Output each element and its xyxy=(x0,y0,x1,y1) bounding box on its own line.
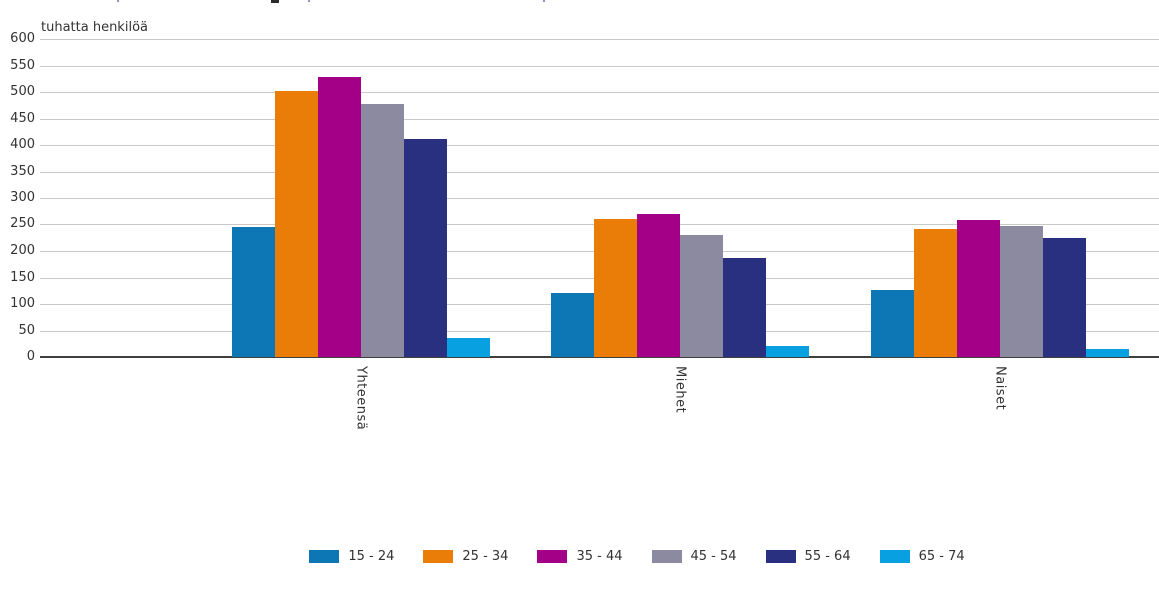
gridline xyxy=(40,66,1159,67)
legend-label: 65 - 74 xyxy=(918,549,965,564)
bar-65-74-yhteensä xyxy=(447,338,490,357)
y-tick-label: 400 xyxy=(10,137,35,152)
y-tick-label: 350 xyxy=(10,164,35,179)
bar-55-64-miehet xyxy=(723,258,766,357)
y-tick-label: 150 xyxy=(10,270,35,285)
cropped-title-fragment xyxy=(117,0,119,2)
gridline xyxy=(40,145,1159,146)
y-tick-label: 450 xyxy=(10,111,35,126)
legend-label: 55 - 64 xyxy=(804,549,851,564)
legend-swatch xyxy=(651,550,682,563)
legend-item: 25 - 34 xyxy=(423,549,508,564)
plot-area xyxy=(40,39,1159,358)
bar-45-54-naiset xyxy=(1000,226,1043,357)
bar-45-54-miehet xyxy=(680,235,723,357)
y-tick-label: 600 xyxy=(10,31,35,46)
bar-15-24-yhteensä xyxy=(232,227,275,357)
gridline xyxy=(40,92,1159,93)
bar-15-24-miehet xyxy=(551,293,594,357)
y-tick-label: 50 xyxy=(18,323,35,338)
legend: 15 - 24 25 - 34 35 - 44 45 - 54 55 - 64 65 - … xyxy=(115,549,1159,564)
y-tick-label: 250 xyxy=(10,216,35,231)
legend-swatch xyxy=(765,550,796,563)
bar-55-64-yhteensä xyxy=(404,139,447,357)
y-tick-label: 550 xyxy=(10,58,35,73)
legend-label: 15 - 24 xyxy=(348,549,395,564)
legend-swatch xyxy=(537,550,568,563)
legend-label: 45 - 54 xyxy=(690,549,737,564)
gridline xyxy=(40,198,1159,199)
bar-45-54-yhteensä xyxy=(361,104,404,357)
y-tick-label: 100 xyxy=(10,296,35,311)
bar-15-24-naiset xyxy=(871,290,914,357)
bar-55-64-naiset xyxy=(1043,238,1086,357)
legend-swatch xyxy=(309,550,340,563)
bar-35-44-naiset xyxy=(957,220,1000,357)
legend-item: 15 - 24 xyxy=(309,549,394,564)
bar-25-34-miehet xyxy=(594,219,637,357)
gridline xyxy=(40,172,1159,173)
bar-35-44-yhteensä xyxy=(318,77,361,357)
y-axis-title: tuhatta henkilöä xyxy=(41,20,148,35)
cropped-title-fragment xyxy=(543,0,545,2)
legend-swatch xyxy=(879,550,910,563)
y-tick-label: 300 xyxy=(10,190,35,205)
cropped-title-fragment xyxy=(271,0,279,3)
x-category-label: Yhteensä xyxy=(353,366,369,431)
cropped-title-fragment xyxy=(308,0,310,2)
legend-item: 55 - 64 xyxy=(765,549,851,564)
gridline xyxy=(40,119,1159,120)
legend-item: 65 - 74 xyxy=(879,549,965,564)
bar-65-74-naiset xyxy=(1086,349,1129,357)
legend-label: 25 - 34 xyxy=(462,549,509,564)
x-category-label: Naiset xyxy=(992,366,1008,411)
bar-25-34-naiset xyxy=(914,229,957,357)
y-tick-label: 200 xyxy=(10,243,35,258)
bar-35-44-miehet xyxy=(637,214,680,357)
x-category-label: Miehet xyxy=(672,366,688,414)
gridline xyxy=(40,39,1159,40)
legend-label: 35 - 44 xyxy=(576,549,623,564)
x-axis-line xyxy=(40,356,1159,358)
y-tick-label: 500 xyxy=(10,84,35,99)
bar-25-34-yhteensä xyxy=(275,91,318,357)
legend-item: 35 - 44 xyxy=(537,549,623,564)
bar-65-74-miehet xyxy=(766,346,809,357)
y-tick-label: 0 xyxy=(26,349,35,364)
legend-swatch xyxy=(423,550,454,563)
legend-item: 45 - 54 xyxy=(651,549,737,564)
